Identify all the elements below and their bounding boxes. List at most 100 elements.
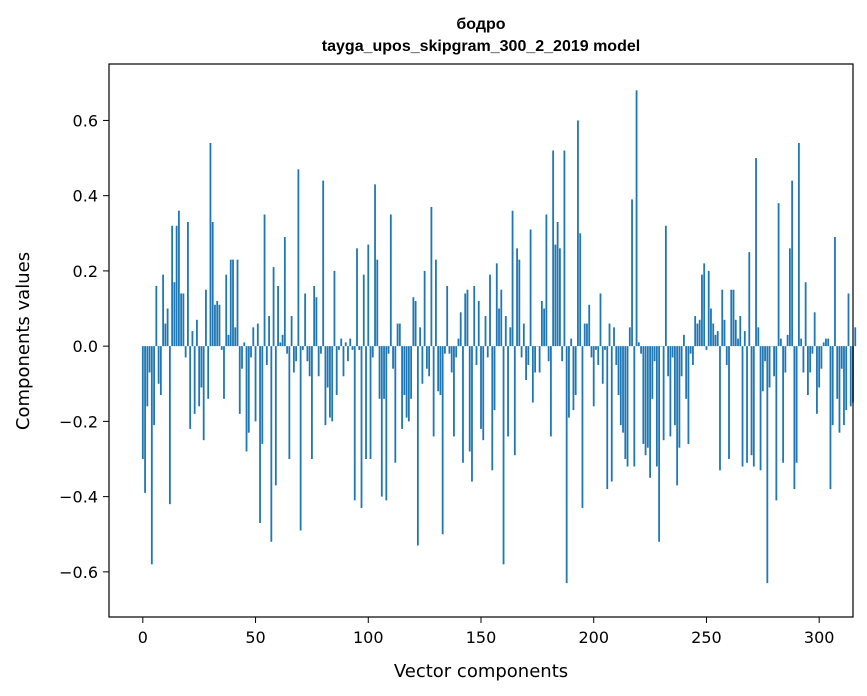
bar [786,334,789,347]
bar [184,346,187,358]
bar [290,316,293,347]
bar [457,338,460,347]
bar [365,346,367,459]
bar [601,346,604,384]
bar [588,304,591,347]
bar [362,274,365,347]
bar [552,150,555,347]
bar [683,334,685,347]
bar [209,143,212,347]
bar [795,346,798,463]
bar [486,346,489,358]
bar [286,346,289,354]
bar [338,346,340,350]
bar [595,346,597,350]
bar [734,319,737,347]
bar [599,293,602,347]
bar [288,346,291,459]
bar [387,346,390,354]
bar [150,346,153,565]
bar [696,323,699,347]
bar [791,180,794,347]
bar [822,342,825,347]
bar [374,184,376,347]
bar [468,346,471,452]
bar [236,259,239,347]
bar [211,222,214,347]
bar [565,346,568,584]
bar [177,210,180,347]
bar [687,346,690,444]
bar [549,346,552,437]
bar [435,259,437,347]
bar [326,346,329,388]
bar [646,346,649,448]
bar [671,346,674,358]
bar [764,346,766,362]
bar [250,346,252,358]
y-tick-label: 0.0 [73,337,98,356]
bar [491,346,494,471]
bar [563,150,566,347]
bar [398,323,401,347]
bar [252,327,255,347]
bar [146,346,149,407]
bar [405,346,408,418]
bar [464,293,467,347]
bar [421,346,424,384]
bar [378,346,381,399]
bar [714,334,717,347]
bar [743,331,746,347]
x-axis-ticks: 0 50 100 150 200 250 300 [138,617,834,647]
bar [678,346,681,448]
bar [782,346,785,463]
bar [759,346,762,471]
bar [407,346,410,422]
bar [527,346,530,365]
bar [836,346,839,399]
y-axis-label: Components values [13,252,34,430]
bar [367,244,370,347]
bar [516,248,518,347]
bar [191,331,194,347]
bar [610,346,613,482]
bar [775,346,778,501]
bar [333,270,336,347]
bar [340,338,343,347]
bar [710,308,712,347]
bar [793,346,796,490]
plot-frame [108,63,854,618]
y-tick-label: 0.4 [73,187,98,206]
bar [543,308,546,347]
bar [615,346,618,365]
bar [493,346,496,411]
bar [180,293,183,347]
bar [500,289,503,347]
bar [811,346,814,354]
bar [583,323,586,347]
bar [432,346,435,437]
bar [394,346,397,463]
bar [356,248,358,347]
bar [234,327,237,347]
y-tick-label: −0.6 [59,563,98,582]
bar [301,346,304,350]
bar [462,346,464,463]
bar [653,346,656,362]
bar [531,346,534,403]
bar [256,323,259,347]
bar [802,346,805,373]
bar [360,346,363,508]
bar [818,346,821,388]
bar [642,346,645,444]
bar [439,346,442,396]
bar [412,297,415,347]
bar [392,346,394,369]
bar [572,346,575,411]
bar [716,331,719,347]
chart-title: бодро [456,16,505,33]
bar [475,346,478,365]
bar [225,274,228,347]
bar [559,248,561,347]
bar [617,346,620,396]
